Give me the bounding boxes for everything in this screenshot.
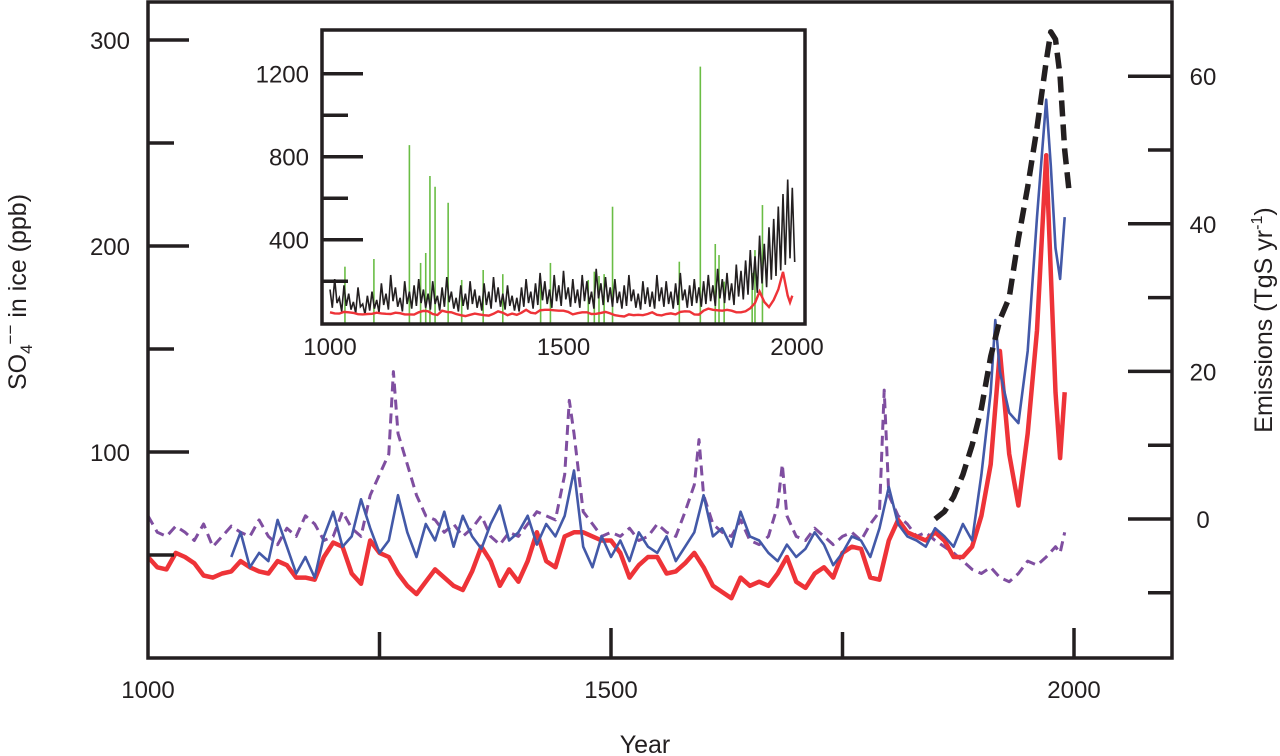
series-line-red — [146, 153, 1067, 601]
x-tick-label: 1000 — [121, 677, 174, 704]
inset-y-tick-label: 400 — [269, 228, 309, 255]
right-tick-label: 0 — [1196, 507, 1209, 534]
x-tick-label: 2000 — [1047, 677, 1100, 704]
inset-y-tick-label: 800 — [269, 145, 309, 172]
left-tick-label: 300 — [90, 28, 130, 55]
right-tick-label: 20 — [1190, 359, 1217, 386]
left-axis-title: SO4−− in ice (ppb) — [1, 194, 36, 390]
main-series-layer — [146, 29, 1073, 601]
inset-x-tick-label: 1000 — [303, 334, 356, 361]
inset-series-layer — [329, 66, 796, 323]
x-tick-label: 1500 — [584, 677, 637, 704]
series-line-emissions — [933, 29, 1073, 522]
right-tick-label: 40 — [1190, 212, 1217, 239]
inset-x-tick-label: 2000 — [770, 334, 823, 361]
inset-axes: 1200 800 400 1000 1500 2000 — [256, 62, 824, 361]
inset-frame — [320, 28, 807, 326]
left-axis-title-rest: in ice (ppb) — [4, 194, 32, 325]
left-tick-label: 200 — [90, 234, 130, 261]
right-axis-title-rest: ) — [1250, 207, 1278, 215]
right-axis-title: Emissions (TgS yr-1) — [1249, 207, 1278, 432]
series-line-purple — [146, 370, 1067, 584]
inset-black-series — [329, 179, 796, 315]
x-axis-title: Year — [620, 731, 671, 756]
right-axis-title-sup: -1 — [1249, 216, 1266, 230]
inset-red-series — [329, 271, 794, 318]
right-axis-title-base: Emissions (TgS yr — [1250, 230, 1278, 433]
left-axis-title-base: SO — [4, 354, 32, 390]
right-tick-label: 60 — [1190, 64, 1217, 91]
main-plot-frame — [146, 0, 1174, 660]
inset-y-tick-label: 1200 — [256, 62, 309, 89]
inset-x-tick-label: 1500 — [537, 334, 590, 361]
left-axis-title-sub: 4 — [17, 344, 36, 353]
left-tick-label: 100 — [90, 440, 130, 467]
left-axis-title-sup: −− — [1, 325, 20, 345]
series-line-blue — [230, 98, 1066, 579]
